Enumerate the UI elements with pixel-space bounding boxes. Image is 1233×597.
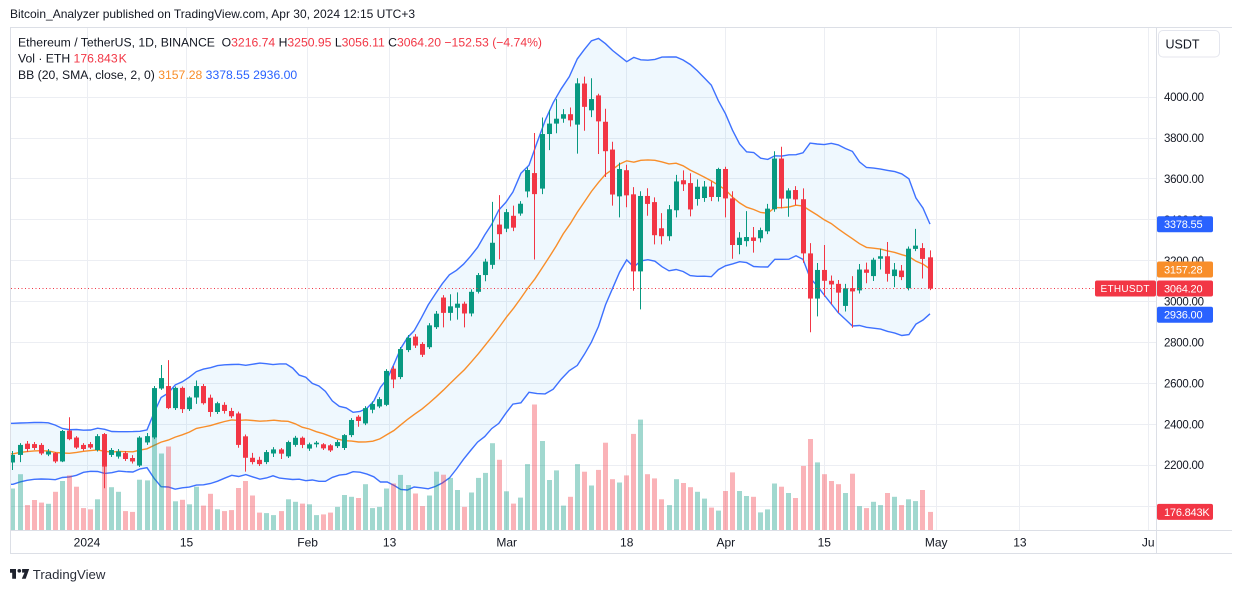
svg-text:18: 18	[620, 536, 634, 550]
svg-text:2024: 2024	[74, 536, 101, 550]
svg-text:Bitcoin_Analyzer published on: Bitcoin_Analyzer published on TradingVie…	[10, 7, 415, 21]
svg-text:13: 13	[383, 536, 397, 550]
svg-text:2936.00: 2936.00	[1164, 310, 1202, 322]
svg-text:May: May	[925, 536, 948, 550]
svg-text:15: 15	[818, 536, 832, 550]
svg-text:3157.28: 3157.28	[1164, 264, 1202, 276]
svg-text:2400.00: 2400.00	[1164, 419, 1204, 431]
svg-text:3378.55: 3378.55	[1164, 219, 1202, 231]
svg-text:Apr: Apr	[716, 536, 735, 550]
svg-text:4000.00: 4000.00	[1164, 92, 1204, 104]
svg-text:Ethereum / TetherUS, 1D, BINAN: Ethereum / TetherUS, 1D, BINANCE O3216.7…	[18, 36, 542, 50]
svg-text:Vol · ETH 176.843 K: Vol · ETH 176.843 K	[18, 52, 127, 66]
svg-text:Mar: Mar	[496, 536, 517, 550]
svg-text:2600.00: 2600.00	[1164, 378, 1204, 390]
svg-text:13: 13	[1013, 536, 1027, 550]
svg-text:15: 15	[180, 536, 194, 550]
svg-text:Feb: Feb	[297, 536, 318, 550]
svg-text:ETHUSDT: ETHUSDT	[1101, 284, 1150, 295]
svg-text:3800.00: 3800.00	[1164, 133, 1204, 145]
svg-text:2800.00: 2800.00	[1164, 338, 1204, 350]
svg-text:3064.20: 3064.20	[1164, 283, 1202, 295]
svg-text:Ju: Ju	[1142, 536, 1155, 550]
svg-text:TradingView: TradingView	[33, 567, 106, 582]
svg-text:3600.00: 3600.00	[1164, 174, 1204, 186]
svg-text:2200.00: 2200.00	[1164, 460, 1204, 472]
svg-text:BB (20, SMA, close, 2, 0) 3157: BB (20, SMA, close, 2, 0) 3157.28 3378.5…	[18, 68, 297, 82]
svg-text:176.843K: 176.843K	[1164, 507, 1210, 519]
svg-text:3000.00: 3000.00	[1164, 297, 1204, 309]
svg-text:USDT: USDT	[1165, 38, 1199, 52]
